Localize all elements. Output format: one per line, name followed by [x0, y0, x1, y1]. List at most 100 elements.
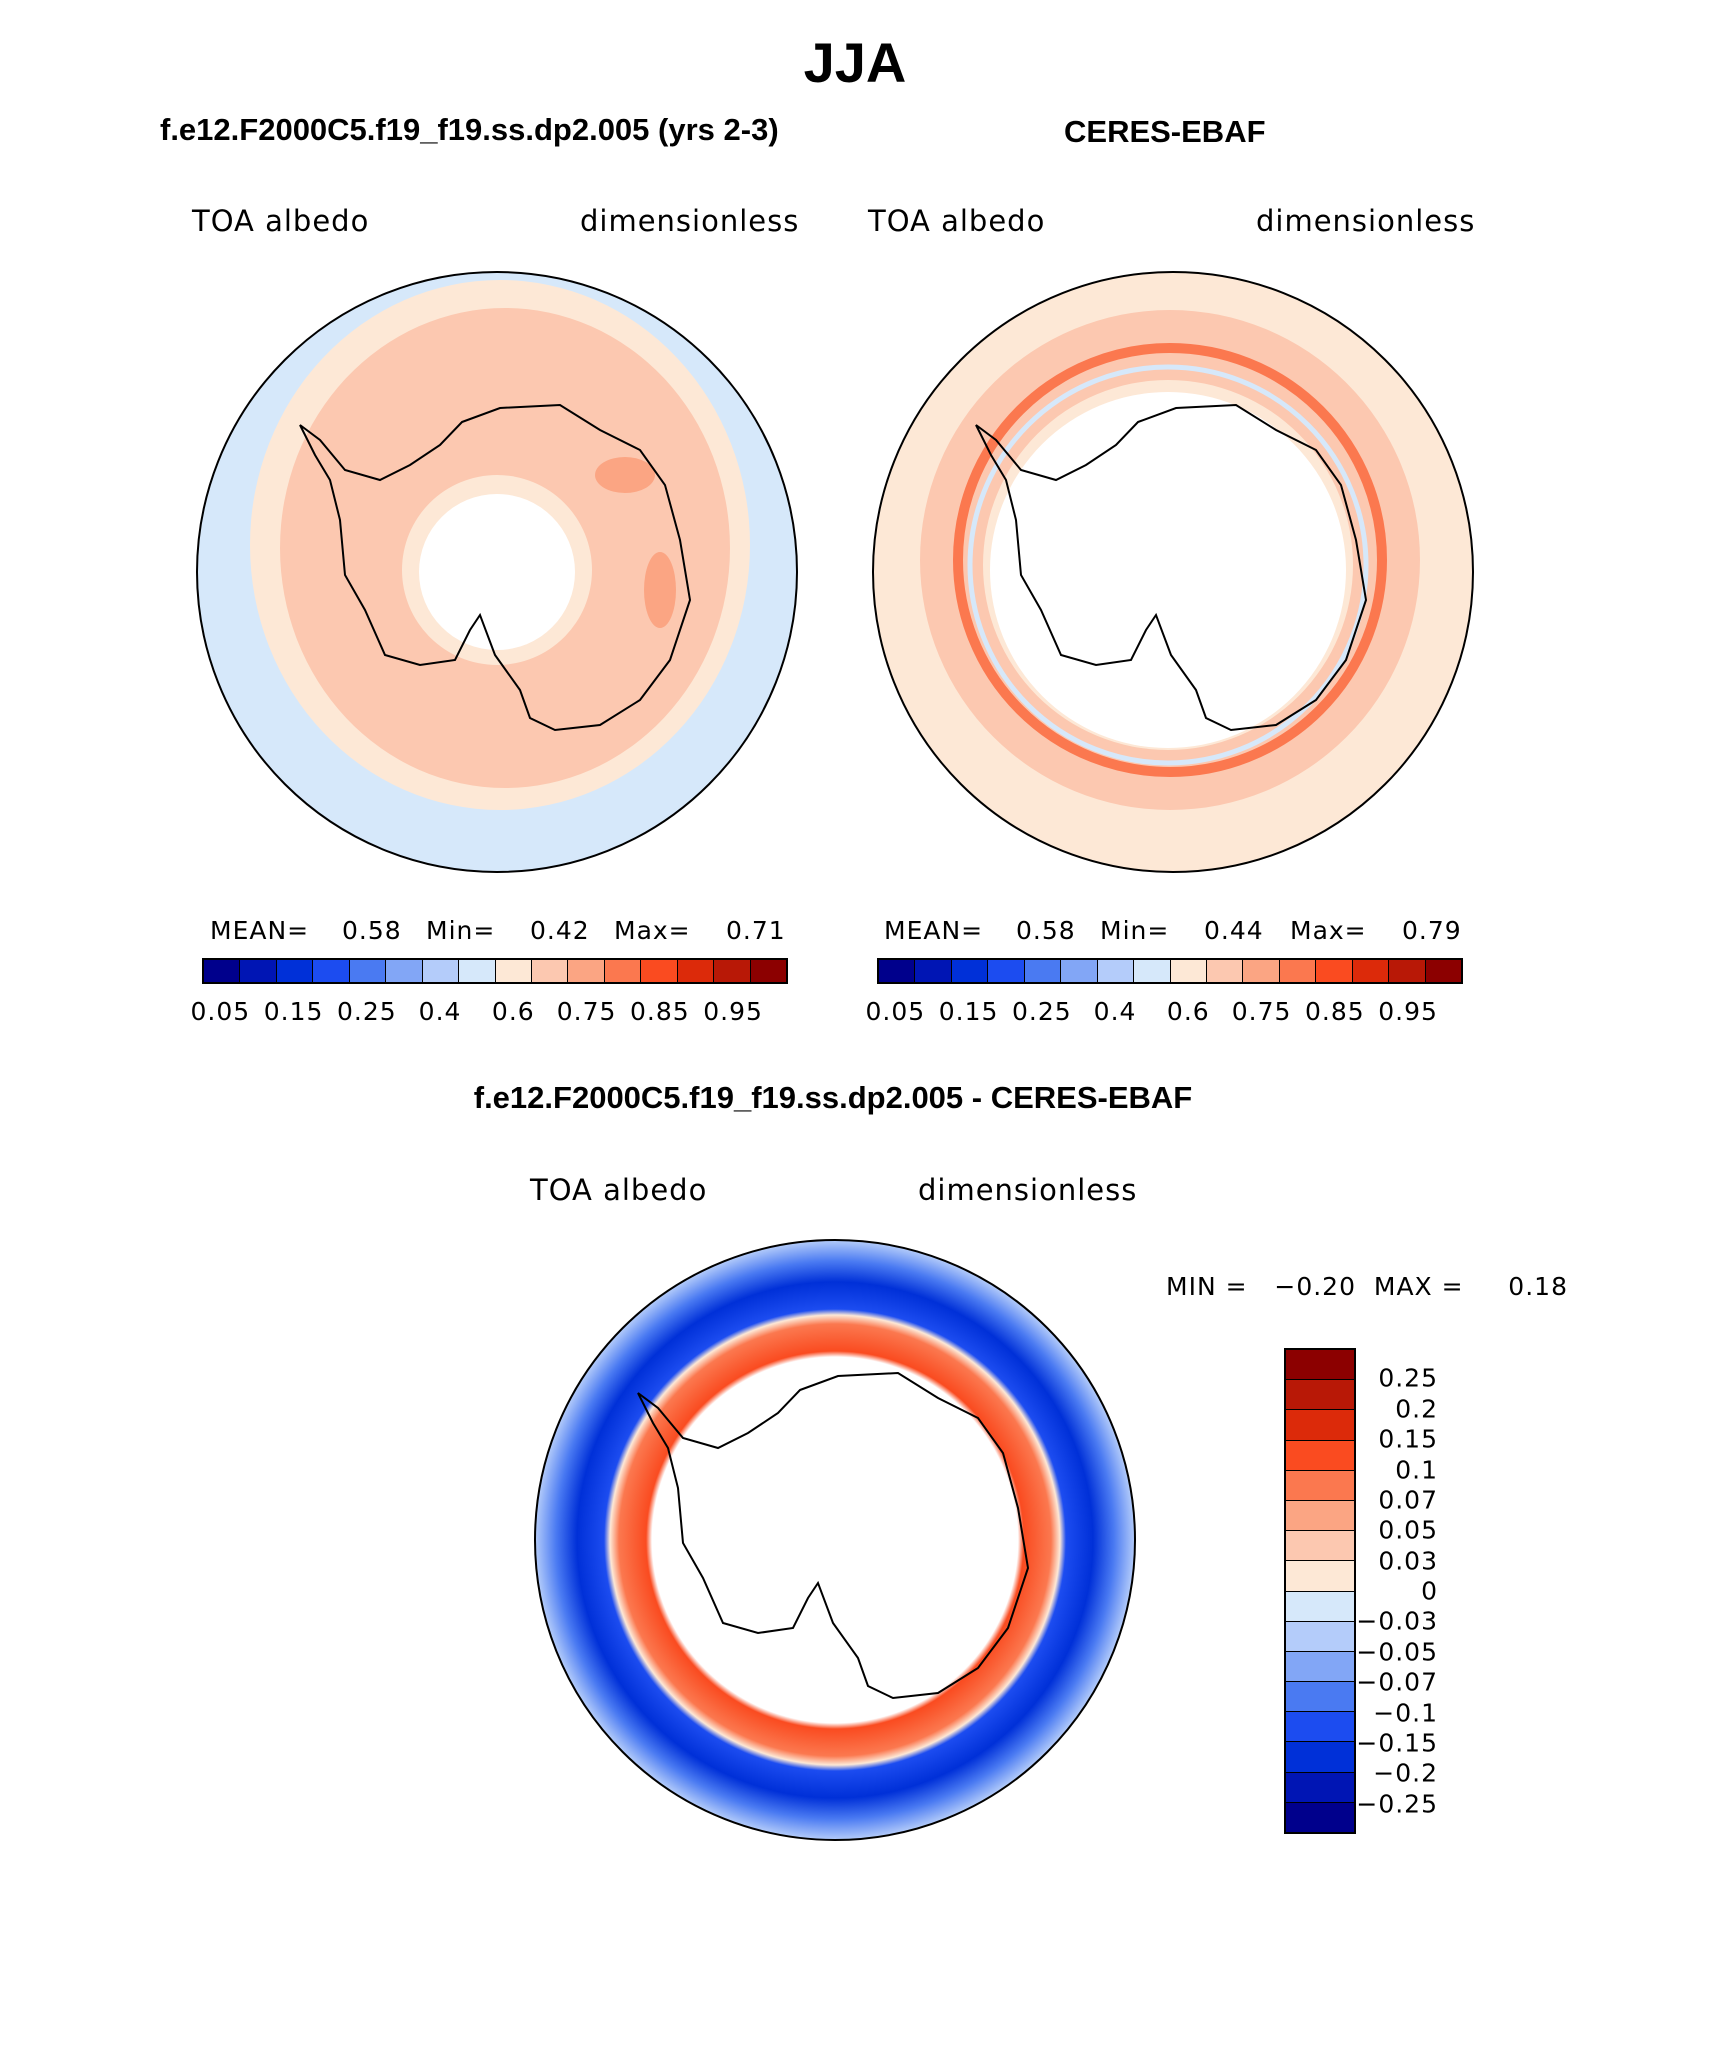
colorbar-swatch: [204, 960, 241, 982]
right-polar-map: [872, 271, 1474, 873]
colorbar-swatch: [1352, 960, 1390, 982]
colorbar-swatch: [1097, 960, 1135, 982]
right-mean-label: MEAN=: [884, 916, 984, 945]
colorbar-swatch: [1243, 960, 1280, 982]
colorbar-swatch: [422, 960, 460, 982]
right-max-value: 0.79: [1402, 916, 1462, 945]
colorbar-tick-label: 0: [1421, 1576, 1438, 1606]
colorbar-tick-label: 0.15: [263, 997, 324, 1026]
colorbar-swatch: [1279, 960, 1317, 982]
left-panel-title: f.e12.F2000C5.f19_f19.ss.dp2.005 (yrs 2-…: [160, 112, 779, 147]
colorbar-swatch: [386, 960, 423, 982]
right-coastline: [975, 403, 1368, 732]
colorbar-tick-label: 0.25: [1011, 997, 1072, 1026]
colorbar-swatch: [1134, 960, 1171, 982]
colorbar-tick-label: 0.15: [1378, 1424, 1438, 1454]
colorbar-swatch: [988, 960, 1025, 982]
colorbar-tick-label: −0.07: [1356, 1667, 1438, 1697]
colorbar-swatch: [1286, 1682, 1354, 1713]
colorbar-tick-label: 0.85: [629, 997, 690, 1026]
main-title: JJA: [803, 31, 907, 94]
colorbar-swatch: [677, 960, 715, 982]
colorbar-swatch: [313, 960, 350, 982]
colorbar-swatch: [1286, 1470, 1354, 1501]
right-min-label: Min=: [1100, 916, 1170, 945]
map-area: [196, 271, 1474, 1841]
colorbar-swatch: [1286, 1712, 1354, 1743]
colorbar-swatch: [1389, 960, 1426, 982]
colorbar-swatch: [568, 960, 605, 982]
colorbar-swatch: [531, 960, 569, 982]
colorbar-swatch: [1286, 1531, 1354, 1562]
left-variable-label: TOA albedo: [192, 204, 370, 238]
colorbar-tick-label: −0.15: [1356, 1728, 1438, 1758]
colorbar-tick-label: 0.6: [491, 997, 535, 1026]
colorbar-swatch: [1286, 1500, 1354, 1532]
left-min-value: 0.42: [530, 916, 590, 945]
colorbar-swatch: [1170, 960, 1207, 982]
colorbar-swatch: [879, 960, 916, 982]
colorbar-tick-label: 0.05: [1378, 1515, 1438, 1545]
right-variable-label: TOA albedo: [868, 204, 1046, 238]
diff-polar-map: [534, 1239, 1136, 1841]
colorbar-tick-label: 0.85: [1304, 997, 1365, 1026]
right-colorbar: [877, 958, 1463, 984]
colorbar-swatch: [1286, 1350, 1354, 1381]
colorbar-swatch: [276, 960, 314, 982]
colorbar-tick-label: 0.95: [1378, 997, 1438, 1026]
left-colorbar-ticks: 0.05 0.15 0.25 0.4 0.6 0.75 0.85 0.95: [190, 997, 788, 1031]
colorbar-swatch: [240, 960, 277, 982]
right-mean-value: 0.58: [1016, 916, 1076, 945]
right-min-value: 0.44: [1204, 916, 1264, 945]
left-colorbar: [202, 958, 788, 984]
colorbar-tick-label: −0.2: [1373, 1758, 1438, 1788]
colorbar-swatch: [495, 960, 532, 982]
colorbar-tick-label: −0.1: [1373, 1698, 1438, 1727]
left-min-label: Min=: [426, 916, 496, 945]
colorbar-tick-label: −0.25: [1356, 1789, 1438, 1819]
colorbar-tick-label: 0.2: [1395, 1394, 1438, 1424]
colorbar-swatch: [1286, 1651, 1354, 1683]
left-units-label: dimensionless: [580, 204, 800, 238]
colorbar-swatch: [349, 960, 387, 982]
colorbar-tick-label: 0.95: [703, 997, 763, 1026]
colorbar-swatch: [1286, 1742, 1354, 1773]
left-coastline: [299, 403, 692, 732]
left-polar-map: [196, 271, 798, 873]
colorbar-swatch: [1286, 1772, 1354, 1803]
colorbar-tick-label: 0.4: [418, 997, 462, 1026]
diff-min-max: MIN = −0.20 MAX = 0.18: [1166, 1272, 1568, 1301]
colorbar-swatch: [1286, 1561, 1354, 1592]
diff-coastline: [637, 1371, 1030, 1700]
colorbar-tick-label: −0.03: [1356, 1606, 1438, 1636]
colorbar-swatch: [1316, 960, 1353, 982]
colorbar-swatch: [915, 960, 952, 982]
diff-colorbar: [1284, 1348, 1356, 1834]
colorbar-tick-label: 0.75: [1231, 997, 1292, 1026]
colorbar-tick-label: 0.4: [1093, 997, 1137, 1026]
colorbar-swatch: [951, 960, 989, 982]
diff-variable-label: TOA albedo: [530, 1173, 708, 1207]
colorbar-swatch: [1286, 1802, 1354, 1832]
colorbar-swatch: [714, 960, 751, 982]
left-mean-label: MEAN=: [210, 916, 310, 945]
colorbar-tick-label: 0.05: [190, 997, 251, 1026]
left-max-label: Max=: [614, 916, 691, 945]
right-units-label: dimensionless: [1256, 204, 1476, 238]
colorbar-tick-label: 0.03: [1378, 1546, 1438, 1576]
colorbar-swatch: [1286, 1591, 1354, 1622]
colorbar-swatch: [1286, 1380, 1354, 1411]
colorbar-swatch: [1024, 960, 1062, 982]
diff-colorbar-ticks: 0.25 0.2 0.15 0.1 0.07 0.05 0.03 0 −0.03 −0.05 −0.…: [1318, 1348, 1438, 1834]
colorbar-swatch: [459, 960, 496, 982]
colorbar-tick-label: 0.6: [1166, 997, 1210, 1026]
colorbar-swatch: [1206, 960, 1244, 982]
colorbar-swatch: [1286, 1621, 1354, 1652]
colorbar-tick-label: 0.25: [336, 997, 397, 1026]
diff-units-label: dimensionless: [918, 1173, 1138, 1207]
colorbar-swatch: [641, 960, 678, 982]
colorbar-tick-label: 0.75: [556, 997, 617, 1026]
colorbar-tick-label: 0.1: [1395, 1455, 1438, 1484]
colorbar-swatch: [604, 960, 642, 982]
right-colorbar-ticks: 0.05 0.15 0.25 0.4 0.6 0.75 0.85 0.95: [865, 997, 1463, 1031]
